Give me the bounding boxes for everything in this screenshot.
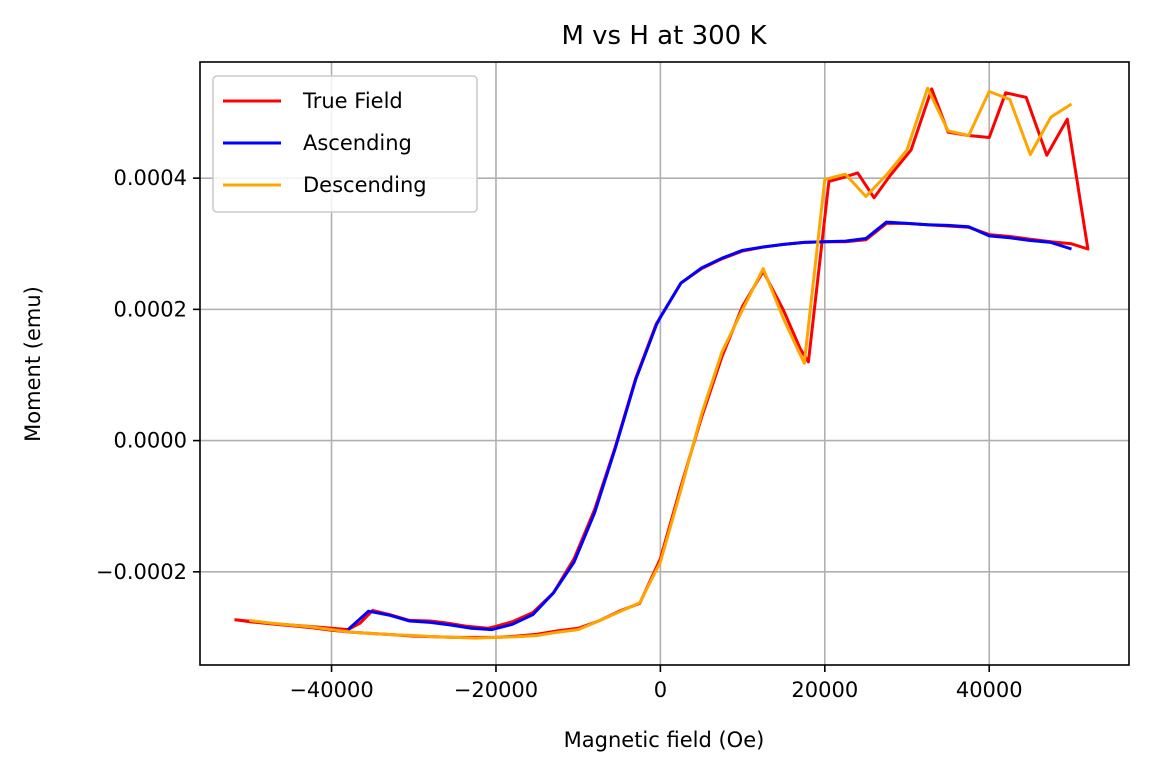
y-tick-label: 0.0004 [114,166,187,190]
y-tick-label: 0.0000 [114,429,187,453]
series-layer [234,86,1090,640]
legend-label-ascending: Ascending [303,131,412,155]
y-tick-label: 0.0002 [114,297,187,321]
legend-label-true-field: True Field [302,89,403,113]
y-tick-label: −0.0002 [96,560,187,584]
x-tick-label: 40000 [956,678,1023,702]
x-tick-label: −20000 [454,678,538,702]
y-axis-label: Moment (emu) [21,286,45,442]
chart-title: M vs H at 300 K [561,21,767,51]
x-axis-label: Magnetic field (Oe) [564,728,765,752]
x-tick-label: 20000 [791,678,858,702]
x-tick-label: −40000 [289,678,373,702]
legend-label-descending: Descending [303,173,427,197]
plot-frame [199,61,1130,666]
series-line-descending [249,86,1073,640]
series-line-ascending [346,220,1072,632]
ticks: −40000 −20000 0 20000 40000 −0.0002 0.0000 0.00… [96,166,1023,702]
x-tick-label: 0 [654,678,667,702]
legend-box [212,75,478,213]
legend: True Field Ascending Descending [212,75,478,213]
